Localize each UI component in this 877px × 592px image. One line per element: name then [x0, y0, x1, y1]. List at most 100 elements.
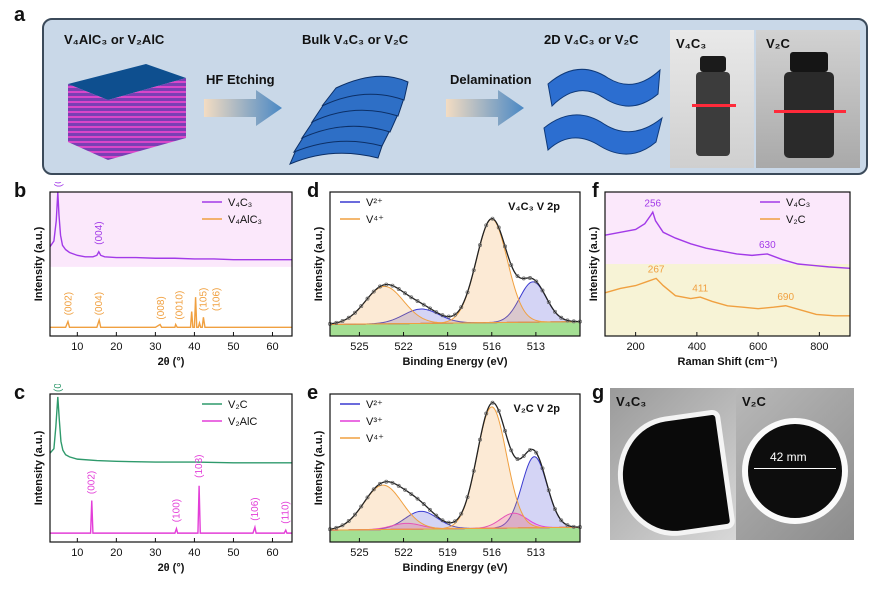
x-tick-label-2: 519 — [438, 341, 456, 353]
data-point — [334, 320, 339, 325]
x-axis-title: Binding Energy (eV) — [402, 356, 507, 368]
data-point — [371, 289, 376, 294]
background-fill — [330, 527, 580, 542]
peak-annotation-4: (106) — [250, 497, 261, 520]
peak-annotation-1: (004) — [94, 221, 105, 244]
plot-frame — [604, 191, 851, 337]
plot-frame — [49, 191, 293, 337]
chart-f-raman: 256 630 267 411 690 200 400 600 800 Raman Shift (… — [585, 182, 877, 383]
envelope-line — [329, 402, 581, 530]
x-tick-label-3: 40 — [188, 547, 200, 559]
data-point — [471, 268, 476, 273]
data-point — [515, 457, 520, 461]
v4c3-film-photo: V₄C₃ — [610, 388, 736, 544]
plot-frame — [329, 191, 581, 337]
data-point — [340, 318, 345, 323]
data-point — [365, 495, 370, 500]
legend-label-0: V²⁺ — [366, 197, 383, 209]
series-line-1 — [50, 485, 292, 534]
v2c-vial-photo: V₂C — [756, 30, 860, 168]
plot-frame — [329, 393, 581, 543]
data-point — [415, 299, 420, 303]
data-point — [534, 279, 539, 284]
data-point — [340, 523, 345, 528]
data-point — [509, 263, 514, 268]
legend-label-1: V₂C — [786, 214, 806, 226]
x-tick-label-0: 10 — [71, 341, 83, 353]
arrow-right-icon — [446, 90, 524, 126]
x-tick-label-2: 600 — [749, 341, 767, 353]
x-tick-label-3: 800 — [810, 341, 828, 353]
data-point — [378, 284, 382, 289]
x-tick-label-1: 522 — [394, 547, 412, 559]
series-line-1 — [604, 277, 850, 317]
series-line-1 — [50, 297, 292, 329]
stage2-label: Bulk V₄C₃ or V₂C — [302, 32, 409, 47]
panel-label-d: d — [307, 180, 320, 202]
x-tick-label-0: 525 — [350, 341, 368, 353]
x-tick-label-0: 10 — [71, 547, 83, 559]
data-point — [496, 225, 501, 230]
data-point — [396, 483, 401, 488]
data-point — [534, 450, 539, 455]
v4c3-vial-photo: V₄C₃ — [670, 30, 754, 168]
max-phase-block-illustration — [68, 64, 186, 160]
data-point — [546, 488, 551, 493]
data-point — [528, 447, 532, 452]
x-tick-label-1: 20 — [110, 341, 122, 353]
v2c-film-photo: V₂C 42 mm — [736, 388, 854, 540]
data-point — [540, 466, 545, 471]
y-axis-title: Intensity (a.u.) — [313, 430, 325, 505]
legend-label-0: V²⁺ — [366, 399, 383, 411]
data-point — [359, 304, 364, 309]
data-point — [428, 306, 432, 311]
peak-annotation-0: (002) — [53, 384, 64, 392]
peak-annotation-3: (004) — [94, 292, 105, 315]
y-axis-title: Intensity (a.u.) — [588, 226, 600, 301]
data-point — [478, 437, 482, 442]
data-point — [503, 244, 507, 249]
data-point — [515, 274, 520, 279]
data-point — [559, 315, 564, 320]
data-point — [465, 495, 470, 500]
chart-e-xps-v2c: 525 522 519 516 513 Binding Energy (eV) Intens… — [300, 384, 590, 589]
data-point — [415, 496, 420, 501]
data-point — [528, 276, 532, 280]
delamination-label: Delamination — [450, 72, 532, 87]
x-tick-label-5: 60 — [266, 341, 278, 353]
peak-annotation-5: (110) — [280, 501, 291, 524]
data-point — [403, 291, 407, 296]
peak-annotation-4: (008) — [156, 296, 167, 319]
y-axis-title: Intensity (a.u.) — [313, 226, 325, 301]
x-tick-label-3: 516 — [483, 341, 501, 353]
legend-label-0: V₄C₃ — [786, 197, 810, 209]
data-point — [334, 525, 339, 530]
x-tick-label-2: 30 — [149, 547, 161, 559]
peak-annotation-1: 630 — [759, 240, 776, 251]
x-tick-label-2: 519 — [438, 547, 456, 559]
y-axis-title: Intensity (a.u.) — [33, 430, 45, 505]
x-tick-label-2: 30 — [149, 341, 161, 353]
x-tick-label-1: 20 — [110, 547, 122, 559]
x-axis-title: 2θ (°) — [158, 562, 185, 574]
data-point — [521, 276, 526, 281]
x-tick-label-0: 525 — [350, 547, 368, 559]
plot-frame — [49, 393, 293, 543]
x-axis-title: Raman Shift (cm⁻¹) — [678, 356, 778, 368]
panel-label-c: c — [14, 382, 26, 404]
x-tick-label-0: 200 — [626, 341, 644, 353]
data-point — [390, 283, 395, 288]
data-point — [446, 314, 451, 319]
data-point — [440, 518, 445, 523]
diameter-label: 42 mm — [770, 450, 807, 464]
data-point — [509, 448, 514, 453]
peak-annotation-2: (100) — [171, 499, 182, 522]
data-point — [459, 511, 464, 516]
x-tick-label-1: 400 — [688, 341, 706, 353]
peak-annotation-7: (106) — [211, 288, 222, 311]
data-point — [421, 302, 426, 307]
v4c3-photo-label: V₄C₃ — [676, 36, 707, 51]
data-point — [453, 312, 457, 317]
data-point — [421, 502, 426, 506]
data-point — [484, 411, 489, 416]
